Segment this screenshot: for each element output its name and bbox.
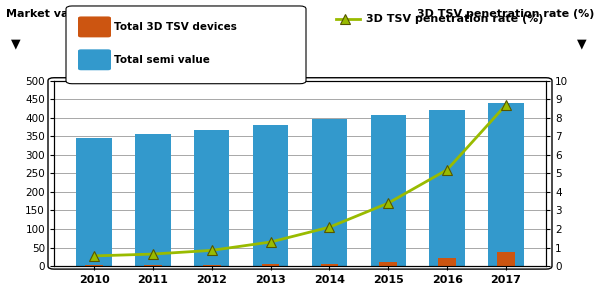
Bar	[76, 138, 112, 266]
Bar	[488, 103, 524, 266]
Text: 3D TSV penetration rate (%): 3D TSV penetration rate (%)	[366, 14, 544, 25]
Bar	[320, 264, 338, 266]
Bar	[430, 110, 465, 266]
Bar	[135, 134, 170, 266]
Bar	[497, 252, 515, 266]
Bar	[262, 264, 280, 266]
Bar	[379, 263, 397, 266]
Bar	[203, 265, 221, 266]
Bar	[194, 130, 229, 266]
Bar	[312, 118, 347, 266]
Bar	[253, 125, 288, 266]
Bar	[439, 258, 456, 266]
Text: 3D TSV penetration rate (%): 3D TSV penetration rate (%)	[416, 9, 594, 19]
Bar	[371, 115, 406, 266]
Text: Total 3D TSV devices: Total 3D TSV devices	[114, 22, 237, 32]
Text: ▼: ▼	[11, 37, 20, 50]
Text: Market value (B$): Market value (B$)	[6, 9, 118, 19]
Text: ▼: ▼	[577, 37, 586, 50]
Text: Total semi value: Total semi value	[114, 55, 210, 65]
